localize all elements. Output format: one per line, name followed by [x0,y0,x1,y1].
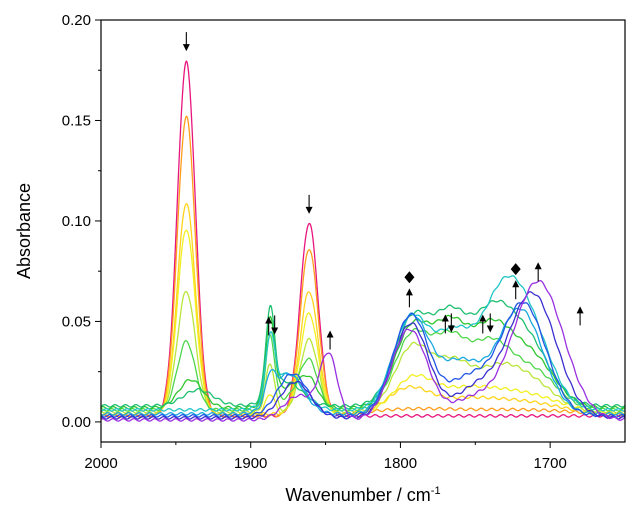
arrow-head [486,325,494,333]
arrow-head [512,280,520,288]
plot-frame [100,19,626,443]
arrow-head [305,206,313,214]
arrow-head [326,330,334,338]
arrow-down-marker [271,315,279,335]
y-tick-label: 0.00 [62,414,91,431]
arrow-up-marker [405,288,413,308]
arrow-up-marker [576,306,584,326]
arrow-head [441,314,449,322]
arrow-up-marker [265,316,273,336]
arrow-head [534,262,542,270]
arrow-head [405,288,413,296]
spectrum-line [100,314,626,410]
x-tick-label: 1800 [384,455,417,472]
spectrum-line [100,203,626,416]
arrow-up-marker [441,314,449,334]
spectrum-line [100,302,626,418]
x-tick-label: 1700 [533,455,566,472]
arrow-up-marker [326,330,334,350]
arrow-up-marker [512,280,520,300]
axis-ticks: 2000 1900 1800 1700 0.00 0.05 0.10 0.15 0.20 [62,12,567,472]
arrow-down-marker [486,313,494,333]
x-tick-label: 2000 [84,455,117,472]
spectrum-line [100,299,626,408]
spectrum-line [100,291,626,420]
x-axis-title: Wavenumber / cm-1 [285,485,440,505]
arrow-head [576,306,584,314]
arrow-up-marker [479,314,487,334]
x-axis-title-text: Wavenumber / cm [285,485,430,505]
arrow-down-marker [305,194,313,214]
spectrum-line [100,290,626,414]
arrow-down-marker [447,313,455,333]
spectra-series [100,60,626,422]
spectrum-line [100,327,626,412]
spectrum-line [100,60,626,418]
y-tick-label: 0.20 [62,12,91,29]
y-tick-label: 0.05 [62,313,91,330]
x-axis-title-superscript: -1 [431,485,441,497]
arrow-head [479,314,487,322]
arrow-head [447,325,455,333]
arrow-head [271,327,279,335]
diamond-marker [404,271,415,284]
annotation-markers [182,32,584,350]
arrow-head [265,316,273,324]
diamond-marker [510,263,521,276]
y-tick-label: 0.15 [62,112,91,129]
y-tick-label: 0.10 [62,213,91,230]
y-axis-title: Absorbance [14,183,34,279]
arrow-head [182,44,190,52]
arrow-up-marker [534,262,542,282]
spectrum-line [100,307,626,416]
arrow-down-marker [182,32,190,52]
spectrum-line [100,280,626,422]
x-tick-label: 1900 [234,455,267,472]
